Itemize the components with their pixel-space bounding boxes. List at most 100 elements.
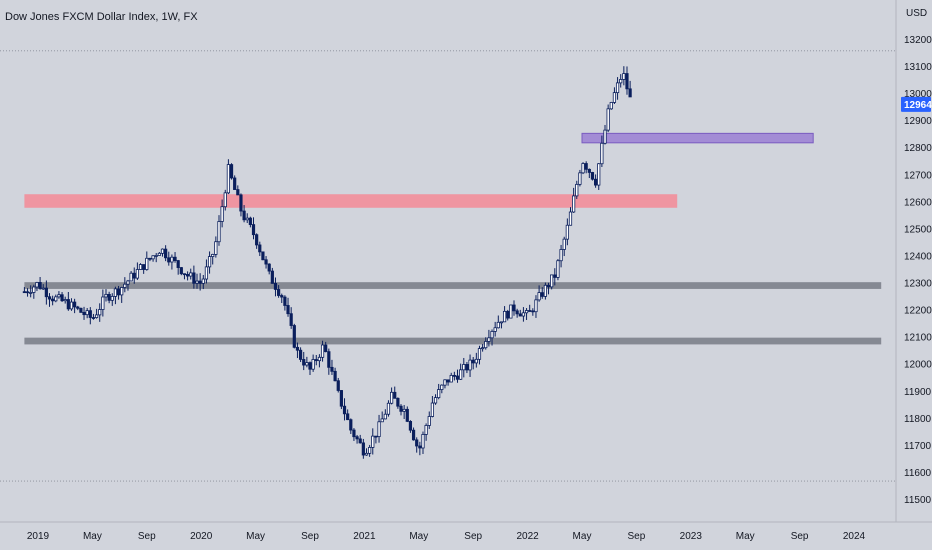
zone-red-1[interactable] bbox=[24, 194, 678, 208]
candle-body bbox=[550, 274, 554, 288]
x-tick-label: May bbox=[83, 531, 102, 542]
candle-body bbox=[145, 257, 149, 270]
x-tick-label: 2020 bbox=[190, 531, 213, 542]
candle-body bbox=[408, 420, 413, 431]
y-tick-label: 12200 bbox=[904, 306, 932, 317]
candle-body bbox=[578, 172, 582, 185]
y-tick-label: 12600 bbox=[904, 197, 932, 208]
candle-body bbox=[352, 429, 356, 438]
candle-body bbox=[35, 282, 39, 288]
candle-body bbox=[502, 310, 507, 323]
candle-body bbox=[446, 379, 450, 383]
candle-body bbox=[399, 405, 403, 412]
candle-body bbox=[327, 351, 331, 368]
candle-body bbox=[594, 178, 598, 186]
candle-body bbox=[386, 402, 391, 415]
candle-body bbox=[342, 405, 347, 415]
candle-body bbox=[185, 274, 190, 277]
candle-body bbox=[615, 82, 620, 94]
candle-body bbox=[314, 359, 318, 362]
candle-body bbox=[25, 291, 30, 294]
candle-body bbox=[132, 272, 136, 279]
candle-body bbox=[85, 310, 89, 316]
candle-body bbox=[364, 452, 369, 456]
candle-body bbox=[204, 266, 209, 280]
candle-body bbox=[104, 293, 108, 298]
candle-body bbox=[481, 347, 485, 350]
zone-gray-3[interactable] bbox=[24, 337, 882, 345]
candle-body bbox=[330, 366, 334, 372]
candle-body bbox=[107, 293, 111, 301]
candle-body bbox=[289, 313, 293, 326]
candle-body bbox=[509, 304, 513, 319]
zones-layer bbox=[24, 132, 882, 345]
y-tick-label: 12400 bbox=[904, 251, 932, 262]
candle-body bbox=[151, 255, 155, 260]
candle-body bbox=[393, 391, 397, 399]
candle-body bbox=[455, 375, 460, 380]
candle-body bbox=[79, 307, 83, 313]
candle-body bbox=[29, 292, 33, 294]
candle-body bbox=[402, 408, 406, 412]
candle-body bbox=[619, 79, 623, 84]
candle-body bbox=[449, 374, 453, 383]
candle-body bbox=[575, 183, 579, 197]
candle-body bbox=[195, 280, 199, 284]
y-tick-label: 13200 bbox=[904, 35, 932, 46]
currency-label: USD bbox=[906, 8, 927, 19]
candle-body bbox=[154, 255, 158, 257]
price-axis[interactable]: 13200 13100 13000 12900 12800 12700 12600 12500… bbox=[904, 35, 932, 506]
candle-body bbox=[32, 286, 36, 293]
candle-body bbox=[606, 108, 610, 131]
y-tick-label: 12700 bbox=[904, 170, 932, 181]
candle-body bbox=[129, 272, 133, 282]
candle-body bbox=[358, 438, 362, 444]
candle-body bbox=[437, 389, 441, 399]
candle-body bbox=[273, 283, 278, 290]
candle-body bbox=[292, 325, 296, 348]
candle-body bbox=[546, 284, 551, 288]
candle-body bbox=[142, 264, 146, 270]
candle-body bbox=[380, 418, 384, 423]
candle-body bbox=[255, 234, 259, 246]
chart-title: Dow Jones FXCM Dollar Index, 1W, FX bbox=[5, 11, 198, 23]
candle-body bbox=[600, 142, 604, 165]
candle-body bbox=[148, 257, 152, 260]
candle-body bbox=[192, 272, 196, 284]
candle-body bbox=[459, 369, 463, 380]
candle-body bbox=[584, 163, 588, 170]
candle-body bbox=[383, 413, 387, 420]
zone-gray-2[interactable] bbox=[24, 282, 882, 289]
candle-body bbox=[531, 310, 535, 313]
y-tick-label: 11800 bbox=[904, 414, 932, 425]
time-axis[interactable]: 2019 May Sep 2020 May Sep 2021 May Sep 2022 May Sep… bbox=[27, 531, 866, 542]
candle-body bbox=[418, 445, 422, 449]
candle-body bbox=[173, 256, 177, 261]
x-tick-label: 2024 bbox=[843, 531, 866, 542]
candle-body bbox=[421, 434, 425, 449]
candle-body bbox=[462, 364, 466, 371]
candle-body bbox=[346, 413, 350, 421]
candle-body bbox=[101, 296, 105, 310]
candle-body bbox=[474, 358, 478, 364]
candle-body bbox=[120, 287, 124, 296]
candle-body bbox=[518, 313, 522, 317]
candle-body bbox=[201, 278, 205, 284]
candle-body bbox=[267, 263, 271, 272]
candle-body bbox=[389, 391, 394, 404]
candle-body bbox=[113, 288, 118, 297]
y-tick-label: 12500 bbox=[904, 224, 932, 235]
candle-body bbox=[559, 249, 563, 262]
zone-purple-0[interactable] bbox=[581, 132, 814, 144]
candle-body bbox=[245, 217, 249, 221]
candle-body bbox=[189, 272, 193, 277]
candle-body bbox=[198, 280, 202, 284]
candle-body bbox=[226, 164, 230, 194]
candle-body bbox=[60, 294, 64, 302]
candle-body bbox=[524, 310, 529, 314]
candle-body bbox=[622, 73, 626, 80]
candle-body bbox=[110, 295, 114, 301]
candle-body bbox=[138, 264, 143, 270]
